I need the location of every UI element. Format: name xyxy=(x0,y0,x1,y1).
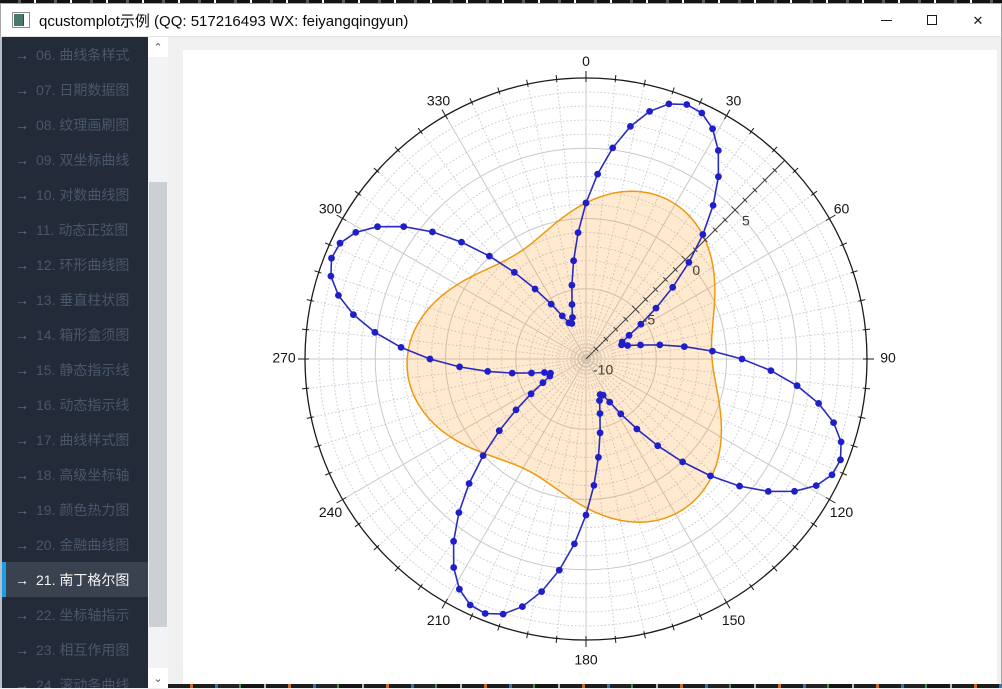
angular-tick-label: 150 xyxy=(722,612,746,628)
sidebar-item-label: 08. 纹理画刷图 xyxy=(36,116,130,133)
minimize-button[interactable] xyxy=(863,4,909,36)
arrow-icon: → xyxy=(15,396,29,413)
arrow-icon: → xyxy=(15,431,29,448)
arrow-icon: → xyxy=(15,291,29,308)
arrow-icon: → xyxy=(15,221,29,238)
angular-tick-label: 210 xyxy=(427,612,451,628)
sidebar-item-label: 09. 双坐标曲线 xyxy=(36,151,130,168)
sidebar-item-11[interactable]: → 11. 动态正弦图 xyxy=(2,212,148,247)
angular-tick-label: 120 xyxy=(830,504,854,520)
sidebar-item-label: 15. 静态指示线 xyxy=(36,361,130,378)
sidebar-item-22[interactable]: → 22. 坐标轴指示 xyxy=(2,597,148,632)
background-window-sliver-bottom xyxy=(168,684,1002,688)
background-window-sliver-top xyxy=(0,0,1002,3)
sidebar-item-13[interactable]: → 13. 垂直柱状图 xyxy=(2,282,148,317)
arrow-icon: → xyxy=(15,536,29,553)
sidebar-item-15[interactable]: → 15. 静态指示线 xyxy=(2,352,148,387)
sidebar-item-6[interactable]: → 06. 曲线条样式 xyxy=(2,37,148,72)
app-icon xyxy=(12,12,30,28)
minimize-icon xyxy=(880,19,892,21)
sidebar-item-label: 14. 箱形盒须图 xyxy=(36,326,130,343)
angular-tick-label: 90 xyxy=(880,350,896,366)
arrow-icon: → xyxy=(15,186,29,203)
sidebar-item-label: 18. 高级坐标轴 xyxy=(36,466,130,483)
angular-axis: 0 30 60 90 120 150 180 210 240 270 300 330 xyxy=(272,53,896,667)
sidebar-item-label: 13. 垂直柱状图 xyxy=(36,291,130,308)
close-icon: ✕ xyxy=(972,12,984,28)
sidebar-item-24[interactable]: → 24. 滚动条曲线 xyxy=(2,667,148,689)
sidebar-item-label: 24. 滚动条曲线 xyxy=(36,676,130,689)
scrollbar-up-button[interactable]: ⌃ xyxy=(148,37,168,57)
arrow-icon: → xyxy=(15,466,29,483)
arrow-icon: → xyxy=(15,641,29,658)
maximize-icon xyxy=(927,15,937,25)
sidebar-item-label: 21. 南丁格尔图 xyxy=(36,571,130,588)
sidebar-item-23[interactable]: → 23. 相互作用图 xyxy=(2,632,148,667)
arrow-icon: → xyxy=(15,81,29,98)
angular-tick-label: 240 xyxy=(319,504,343,520)
sidebar-item-10[interactable]: → 10. 对数曲线图 xyxy=(2,177,148,212)
arrow-icon: → xyxy=(15,256,29,273)
orange-series xyxy=(406,190,723,523)
sidebar-item-label: 22. 坐标轴指示 xyxy=(36,606,130,623)
arrow-icon: → xyxy=(15,46,29,63)
sidebar-item-21[interactable]: → 21. 南丁格尔图 xyxy=(2,562,148,597)
sidebar-item-19[interactable]: → 19. 颜色热力图 xyxy=(2,492,148,527)
radial-tick-label: -10 xyxy=(593,361,613,377)
angular-tick-label: 270 xyxy=(272,350,296,366)
sidebar-item-label: 06. 曲线条样式 xyxy=(36,46,130,63)
sidebar-item-20[interactable]: → 20. 金融曲线图 xyxy=(2,527,148,562)
sidebar-item-label: 20. 金融曲线图 xyxy=(36,536,130,553)
sidebar-item-label: 11. 动态正弦图 xyxy=(36,221,129,238)
sidebar-item-label: 07. 日期数据图 xyxy=(36,81,130,98)
blue-series xyxy=(327,100,845,618)
sidebar-item-label: 17. 曲线样式图 xyxy=(36,431,130,448)
angular-tick-label: 300 xyxy=(319,201,343,217)
angular-tick-label: 180 xyxy=(574,651,598,667)
radial-tick-label: -5 xyxy=(643,312,656,328)
titlebar: qcustomplot示例 (QQ: 517216493 WX: feiyang… xyxy=(0,3,1002,37)
angular-tick-label: 0 xyxy=(582,53,590,69)
sidebar-item-label: 10. 对数曲线图 xyxy=(36,186,130,203)
window-controls: ✕ xyxy=(863,4,1001,36)
sidebar-item-label: 23. 相互作用图 xyxy=(36,641,130,658)
arrow-icon: → xyxy=(15,501,29,518)
sidebar-scrollbar[interactable]: ⌃ ⌄ xyxy=(148,37,168,688)
sidebar-item-9[interactable]: → 09. 双坐标曲线 xyxy=(2,142,148,177)
arrow-icon: → xyxy=(15,151,29,168)
window-title: qcustomplot示例 (QQ: 517216493 WX: feiyang… xyxy=(39,12,409,30)
radial-tick-label: 5 xyxy=(742,212,750,228)
radial-axis: -10 -5 0 5 xyxy=(585,159,786,377)
arrow-icon: → xyxy=(15,606,29,623)
radial-tick-label: 0 xyxy=(692,262,700,278)
sidebar-item-7[interactable]: → 07. 日期数据图 xyxy=(2,72,148,107)
arrow-icon: → xyxy=(15,116,29,133)
sidebar-item-14[interactable]: → 14. 箱形盒须图 xyxy=(2,317,148,352)
scrollbar-thumb[interactable] xyxy=(149,182,167,627)
sidebar-item-12[interactable]: → 12. 环形曲线图 xyxy=(2,247,148,282)
angular-tick-label: 30 xyxy=(726,93,742,109)
scrollbar-down-button[interactable]: ⌄ xyxy=(148,668,168,688)
sidebar-item-16[interactable]: → 16. 动态指示线 xyxy=(2,387,148,422)
arrow-icon: → xyxy=(15,676,29,689)
arrow-icon: → xyxy=(15,571,29,588)
maximize-button[interactable] xyxy=(909,4,955,36)
sidebar-item-18[interactable]: → 18. 高级坐标轴 xyxy=(2,457,148,492)
arrow-icon: → xyxy=(15,361,29,378)
close-button[interactable]: ✕ xyxy=(955,4,1001,36)
sidebar-demo-list: → 06. 曲线条样式 → 07. 日期数据图 → 08. 纹理画刷图 → 09. 双坐标曲线… xyxy=(0,37,148,688)
sidebar-item-label: 19. 颜色热力图 xyxy=(36,501,130,518)
sidebar-item-17[interactable]: → 17. 曲线样式图 xyxy=(2,422,148,457)
sidebar-item-label: 16. 动态指示线 xyxy=(36,396,130,413)
arrow-icon: → xyxy=(15,326,29,343)
plot-surface: -10 -5 0 5 0 30 60 90 120 150 180 210 240 270 300 330 xyxy=(183,50,997,684)
angular-tick-label: 60 xyxy=(834,201,850,217)
angular-tick-label: 330 xyxy=(427,93,451,109)
sidebar-item-label: 12. 环形曲线图 xyxy=(36,256,130,273)
main-content-area: -10 -5 0 5 0 30 60 90 120 150 180 210 240 270 300 330 xyxy=(168,37,1002,688)
sidebar-item-8[interactable]: → 08. 纹理画刷图 xyxy=(2,107,148,142)
polar-chart[interactable]: -10 -5 0 5 0 30 60 90 120 150 180 210 240 270 300 330 xyxy=(183,50,997,684)
